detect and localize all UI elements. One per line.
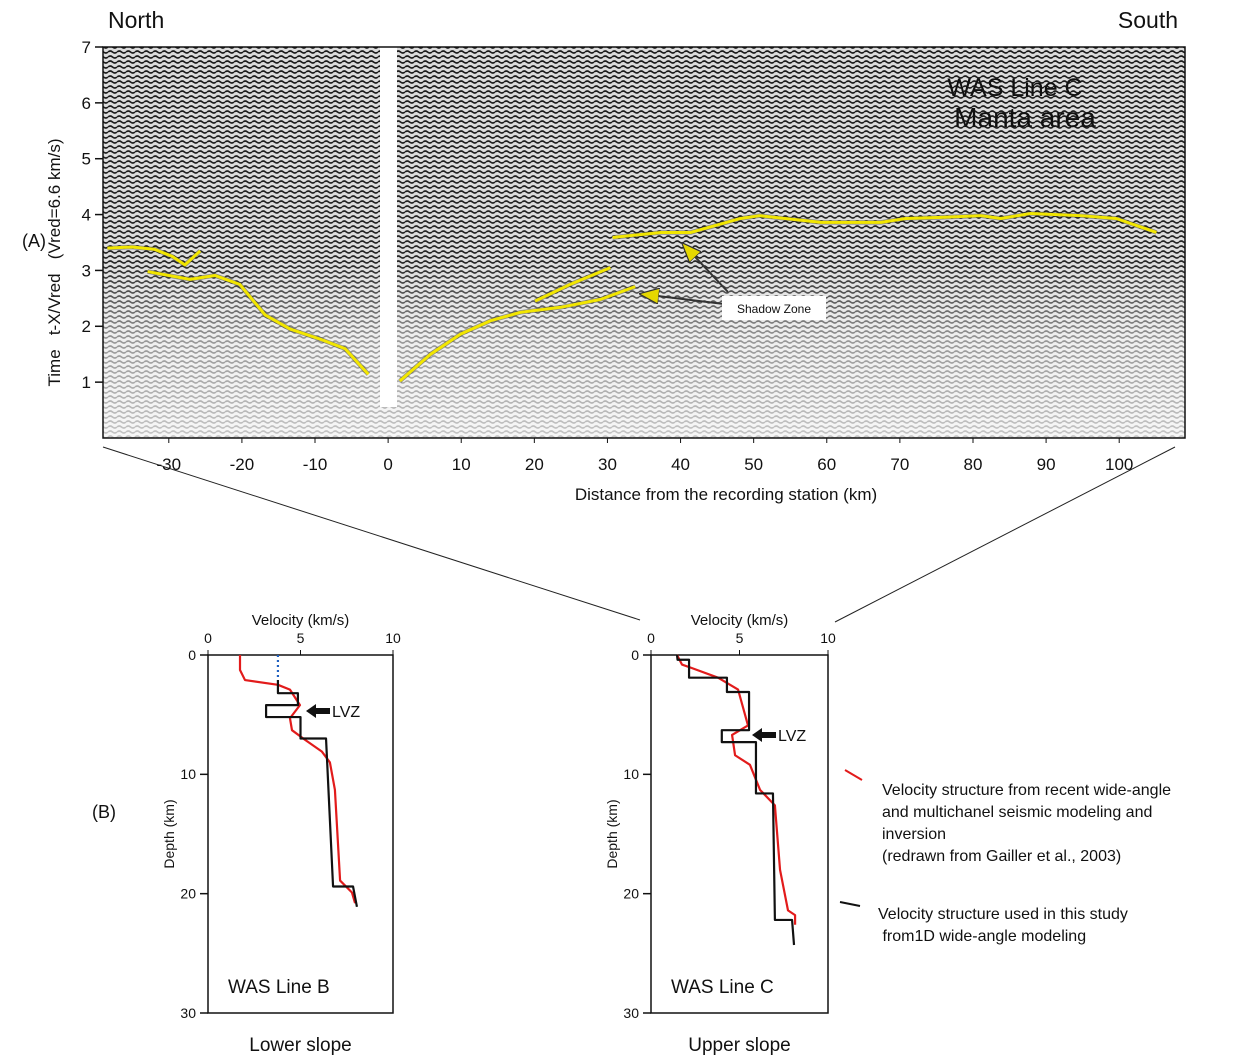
direction-label: South [1118,7,1178,33]
profile-line [147,270,370,376]
y-axis-title: Time t-X/Vred (Vred=6.6 km/s) [45,139,64,387]
x-tick-label: 80 [964,455,983,474]
x-tick-label: 0 [383,455,392,474]
connector [834,446,1176,623]
y-tick-label: 0 [631,647,639,663]
annotation: Shadow Zone [737,302,811,316]
direction-label: North [108,7,164,33]
profile-line [238,655,357,904]
connector [102,446,641,621]
x-tick-label: 50 [744,455,763,474]
y-tick-label: 10 [623,766,639,782]
x-axis-title: Distance from the recording station (km) [575,485,877,504]
label-box [722,296,826,320]
x-tick-label: 10 [385,630,401,646]
seismic-fade [103,47,1185,438]
y-tick-label: 0 [188,647,196,663]
x-tick-label: 0 [204,630,212,646]
x-tick-label: 0 [647,630,655,646]
x-axis-title: Velocity (km/s) [252,612,350,629]
y-tick-label: 1 [82,373,91,392]
y-tick-label: 30 [180,1005,196,1021]
panel-label: (A) [22,231,46,251]
x-tick-label: 5 [297,630,305,646]
x-tick-label: -10 [303,455,328,474]
y-tick-label: 20 [180,886,196,902]
x-tick-label: -20 [230,455,255,474]
arrow [641,294,725,305]
y-tick-label: 7 [82,38,91,57]
panel-title: WAS Line C [671,977,774,998]
y-tick-label: 4 [82,206,91,225]
y-tick-label: 30 [623,1005,639,1021]
y-tick-label: 10 [180,766,196,782]
x-tick-label: 10 [452,455,471,474]
profile-line [264,680,359,907]
panel-title: WAS Line B [228,977,330,998]
y-axis-title: Depth (km) [604,799,620,868]
y-axis-title: Depth (km) [161,799,177,868]
x-tick-label: 20 [525,455,544,474]
plot-frame [207,654,394,1014]
x-tick-label: 70 [890,455,909,474]
legend-swatch [844,769,863,781]
legend-entry: Velocity structure from recent wide-angl… [882,782,1172,865]
y-tick-label: 6 [82,94,91,113]
y-tick-label: 2 [82,317,91,336]
station-gap [380,47,397,407]
x-tick-label: -30 [157,455,182,474]
lvz-arrow [752,728,776,742]
legend-swatch [839,901,861,907]
profile-line [398,285,636,383]
legend-entry: Velocity structure used in this study fr… [878,906,1128,945]
profile-line [612,211,1157,239]
x-tick-label: 100 [1105,455,1133,474]
chart-title: WAS Line C [947,74,1082,102]
chart-subtitle: Manta area [954,102,1096,133]
x-tick-label: 5 [736,630,744,646]
plot-frame [650,654,829,1014]
y-tick-label: 5 [82,150,91,169]
x-axis-title: Velocity (km/s) [691,612,789,629]
y-tick-label: 20 [623,886,639,902]
y-tick-label: 3 [82,261,91,280]
x-tick-label: 10 [820,630,836,646]
panel-label: (B) [92,802,116,822]
profile-line [676,654,797,925]
annotation: LVZ [778,728,806,745]
annotation: LVZ [332,704,360,721]
x-tick-label: 30 [598,455,617,474]
panel-subtitle: Lower slope [249,1035,351,1055]
profile-line [675,654,796,946]
panel-subtitle: Upper slope [688,1035,790,1055]
arrow [683,244,729,293]
plot-frame [102,46,1186,439]
lvz-arrow [306,704,330,718]
x-tick-label: 90 [1037,455,1056,474]
profile-line [534,266,611,303]
x-tick-label: 60 [817,455,836,474]
x-tick-label: 40 [671,455,690,474]
profile-line [107,245,202,267]
